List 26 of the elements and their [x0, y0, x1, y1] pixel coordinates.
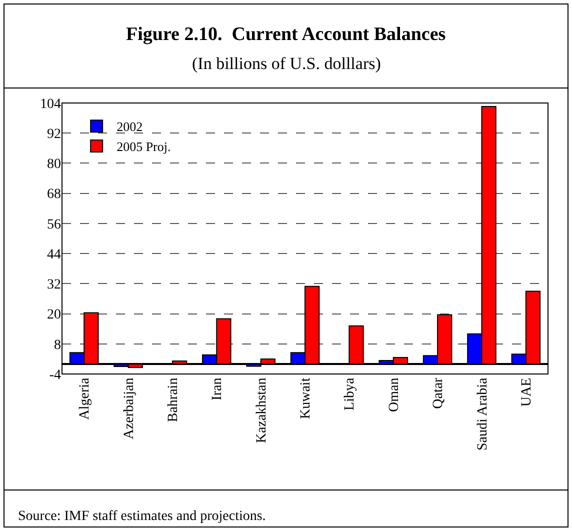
y-tick-label: 92	[47, 127, 61, 142]
y-tick-label: 56	[47, 217, 61, 232]
x-tick-label: Algeria	[78, 377, 93, 420]
x-tick-label: UAE	[519, 378, 534, 407]
chart-subtitle: (In billions of U.S. dolllars)	[192, 54, 381, 73]
x-tick-label: Iran	[210, 378, 226, 400]
y-tick-label: 68	[47, 187, 61, 202]
x-tick-label: Kuwait	[298, 378, 314, 420]
y-tick-label: 44	[47, 247, 61, 262]
y-tick-label: 32	[47, 278, 61, 293]
x-tick-label: Azerbaijan	[122, 378, 137, 440]
x-tick-label: Saudi Arabia	[475, 377, 490, 451]
y-tick-label: 80	[47, 157, 61, 172]
x-tick-label: Qatar	[431, 377, 446, 409]
y-tick-label: 8	[54, 338, 61, 353]
x-tick-label: Oman	[386, 378, 402, 412]
x-tick-label: Libya	[342, 377, 358, 410]
y-tick-label: -4	[49, 368, 61, 383]
x-tick-label: Kazakhstan	[254, 378, 270, 444]
x-tick-label: Bahrain	[166, 378, 181, 422]
chart-title: Figure 2.10. Current Account Balances	[126, 24, 446, 45]
source-note: Source: IMF staff estimates and projections.	[18, 509, 266, 524]
legend-label: 2005 Proj.	[116, 139, 171, 154]
y-tick-label: 20	[47, 308, 61, 323]
legend-label: 2002	[116, 119, 143, 134]
y-tick-label: 104	[40, 96, 61, 112]
